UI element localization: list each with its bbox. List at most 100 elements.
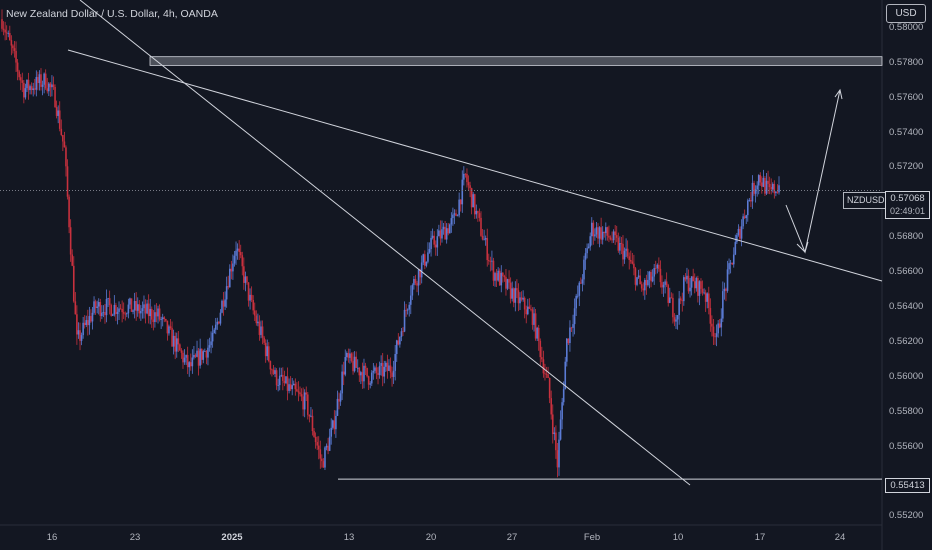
- candle: [246, 276, 248, 285]
- candle-body: [85, 320, 88, 325]
- candle-body: [633, 263, 635, 269]
- candle: [620, 237, 623, 255]
- candle-body: [686, 275, 688, 280]
- candle-body: [207, 347, 209, 358]
- candle: [542, 350, 545, 378]
- candle-body: [512, 288, 515, 303]
- candle: [564, 356, 567, 390]
- candle: [778, 176, 780, 195]
- candle-body: [179, 344, 181, 351]
- candle: [711, 315, 713, 337]
- candle-body: [79, 330, 81, 341]
- candle-body: [636, 277, 638, 285]
- descending-trendline-steep[interactable]: [79, 0, 691, 486]
- candle: [714, 332, 716, 345]
- candle-body: [111, 314, 114, 316]
- candle: [30, 82, 33, 95]
- candle-body: [166, 320, 169, 334]
- candle-body: [704, 292, 707, 302]
- candle-body: [578, 282, 581, 296]
- candle: [305, 386, 308, 402]
- candle-body: [49, 83, 52, 88]
- candle: [166, 320, 169, 341]
- candle: [589, 232, 592, 251]
- time-tick-label: 24: [834, 532, 846, 543]
- candle: [289, 376, 292, 392]
- candle-body: [425, 261, 428, 266]
- candle-body: [21, 80, 24, 83]
- candle-body: [68, 196, 70, 228]
- candle-body: [310, 415, 312, 417]
- candle: [83, 315, 86, 329]
- candle: [715, 324, 718, 347]
- candle-body: [458, 199, 460, 216]
- candle-body: [597, 227, 599, 239]
- candle: [177, 331, 180, 353]
- candle-body: [260, 326, 262, 335]
- candle: [539, 338, 542, 366]
- candle: [158, 304, 161, 322]
- candle: [174, 332, 176, 360]
- candle: [208, 337, 211, 352]
- candle-body: [10, 40, 13, 46]
- candle: [118, 301, 120, 321]
- candle: [16, 59, 19, 81]
- candle-body: [448, 224, 451, 234]
- candle: [698, 280, 701, 306]
- candle-body: [350, 353, 353, 361]
- candle-body: [268, 346, 270, 362]
- candle-body: [150, 308, 153, 320]
- candle: [746, 198, 749, 222]
- candle-body: [459, 199, 462, 205]
- candle-body: [285, 376, 287, 384]
- candle-body: [177, 338, 180, 345]
- candle-body: [147, 303, 150, 317]
- candle-body: [778, 185, 780, 193]
- resistance-zone-box[interactable]: [149, 56, 883, 66]
- descending-trendline-upper[interactable]: [67, 49, 883, 282]
- candle-body: [188, 362, 191, 368]
- currency-button[interactable]: USD: [886, 4, 926, 23]
- candle: [280, 367, 283, 378]
- candle: [124, 311, 127, 321]
- candle-body: [169, 326, 172, 329]
- candle-body: [771, 183, 774, 190]
- resistance-zone[interactable]: [149, 56, 883, 66]
- candle: [594, 228, 596, 241]
- candle-body: [349, 353, 351, 358]
- candle-body: [55, 107, 58, 116]
- candle: [341, 364, 343, 400]
- candle-body: [126, 313, 128, 315]
- candle-body: [163, 317, 166, 319]
- candle-body: [566, 338, 568, 362]
- bar-countdown: 02:49:01: [889, 206, 926, 216]
- candle: [625, 238, 627, 258]
- candle: [5, 25, 8, 40]
- candle: [385, 360, 387, 372]
- candle: [681, 292, 684, 312]
- candle-body: [756, 185, 758, 190]
- trend-drawings[interactable]: [67, 0, 883, 486]
- candle-body: [581, 279, 584, 284]
- candle: [697, 275, 699, 303]
- candle-body: [413, 278, 415, 286]
- candle-body: [122, 312, 125, 314]
- candle-body: [622, 243, 624, 260]
- candle-body: [60, 128, 63, 135]
- candle: [734, 234, 737, 256]
- candle-body: [292, 383, 295, 386]
- candle-body: [191, 357, 194, 367]
- candle-body: [463, 173, 465, 180]
- candle: [49, 82, 52, 97]
- candle-body: [189, 362, 192, 367]
- candle: [750, 191, 752, 207]
- candle: [458, 192, 460, 218]
- candle-body: [52, 84, 55, 87]
- candle: [611, 231, 613, 244]
- candle: [770, 178, 772, 195]
- candle: [168, 324, 170, 336]
- candle: [108, 290, 111, 315]
- candle: [761, 176, 763, 194]
- candle-body: [171, 328, 173, 347]
